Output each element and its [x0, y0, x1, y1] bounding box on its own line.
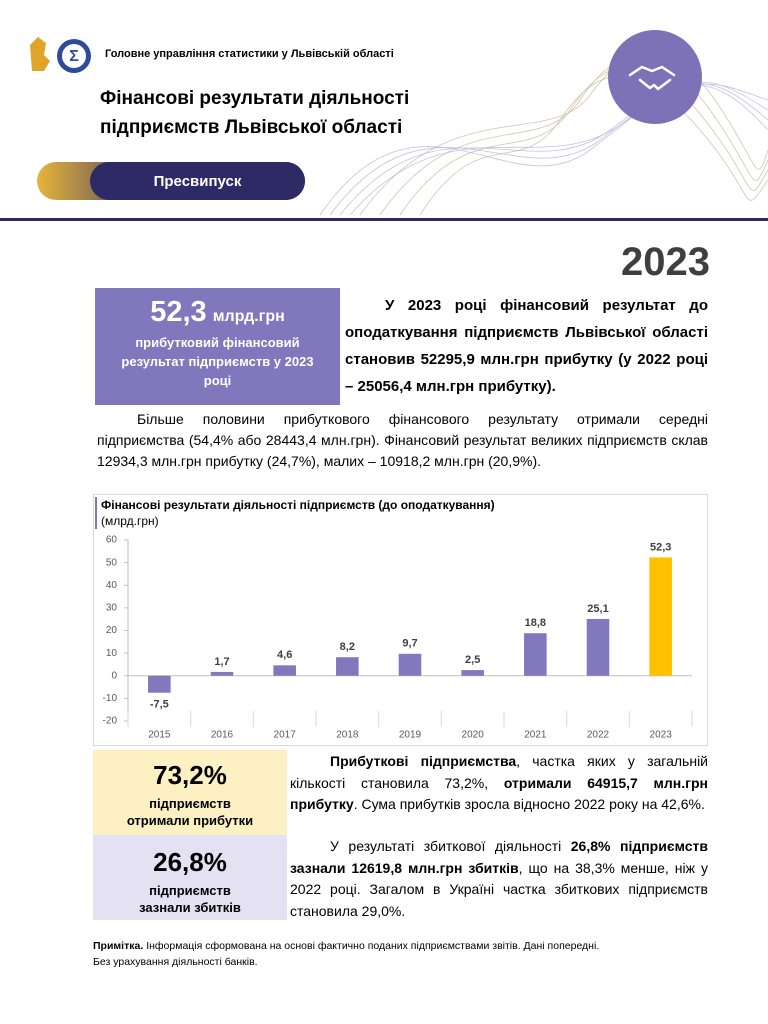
- highlight-value: 52,3: [150, 296, 207, 328]
- stat-caption: підприємств зазнали збитків: [139, 883, 241, 915]
- intro-text: У 2023 році фінансовий результат до опод…: [345, 297, 708, 395]
- header-rule: [0, 218, 768, 221]
- stat-value: 26,8%: [153, 847, 227, 877]
- detail-paragraph: Прибуткові підприємства, частка яких у з…: [290, 751, 708, 816]
- stat-caption: підприємств отримали прибутки: [126, 796, 254, 828]
- chart-subtitle: (млрд.грн): [101, 514, 159, 528]
- paragraph: Більше половини прибуткового фінансового…: [97, 411, 708, 469]
- note: Примітка. Інформація сформована на основ…: [93, 938, 599, 970]
- org-name: Головне управління статистики у Львівськ…: [105, 48, 394, 60]
- badge: Пресвипуск: [37, 162, 305, 200]
- chart-title: Фінансові результати діяльності підприєм…: [101, 498, 495, 512]
- highlight-caption: прибутковий фінансовий результат підприє…: [121, 335, 314, 388]
- detail-paragraph: У результаті збиткової діяльності 26,8% …: [290, 836, 708, 922]
- text-run: , частка яких у загальній кількості стан…: [290, 753, 708, 791]
- stat-box: 73,2% підприємств отримали прибутки: [93, 750, 287, 835]
- svg-text:Σ: Σ: [69, 48, 79, 65]
- badge-label: Пресвипуск: [90, 162, 305, 200]
- chart-heading: Фінансові результати діяльності підприєм…: [95, 497, 495, 529]
- highlight-unit: млрд.грн: [212, 308, 285, 325]
- highlight-box: 52,3 млрд.грн прибутковий фінансовий резу…: [95, 288, 340, 405]
- chart-frame: [93, 494, 708, 746]
- text-run: . Сума прибутків зросла відносно 2022 ро…: [353, 796, 705, 812]
- text-run: Прибуткові підприємства: [330, 753, 517, 769]
- stat-box: 26,8% підприємств зазнали збитків: [93, 835, 287, 920]
- text-run: У результаті збиткової діяльності: [330, 838, 571, 854]
- title-line: Фінансові результати діяльності: [100, 88, 410, 109]
- text-run: отримали 64915,7 млн.грн прибутку: [290, 774, 708, 813]
- text-run: 26,8% підприємств зазнали 12619,8 млн.гр…: [290, 838, 708, 876]
- text-run: , що на 38,3% менше, ніж у 2022 році. За…: [290, 859, 708, 919]
- note-text: Без урахування діяльності банків.: [93, 956, 258, 968]
- title-line: підприємств Львівської області: [100, 117, 403, 138]
- doc-title: Фінансові результати діяльності підприєм…: [100, 84, 409, 142]
- note-label: Примітка.: [93, 940, 144, 952]
- note-text: Інформація сформована на основі фактично…: [146, 940, 600, 952]
- header-decor: Σ: [30, 30, 768, 216]
- year: 2023: [621, 240, 710, 284]
- stat-value: 73,2%: [153, 760, 227, 790]
